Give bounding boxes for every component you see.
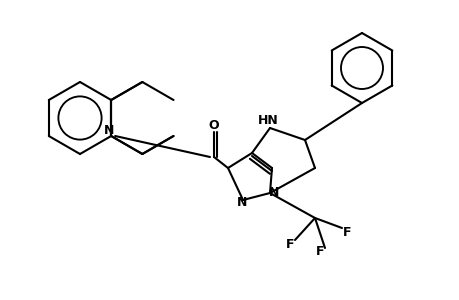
Text: N: N — [104, 124, 114, 136]
Text: F: F — [285, 238, 294, 250]
Text: N: N — [236, 196, 246, 208]
Text: HN: HN — [257, 113, 278, 127]
Text: F: F — [315, 245, 324, 259]
Text: N: N — [268, 187, 279, 200]
Text: O: O — [208, 118, 219, 131]
Text: F: F — [342, 226, 351, 238]
